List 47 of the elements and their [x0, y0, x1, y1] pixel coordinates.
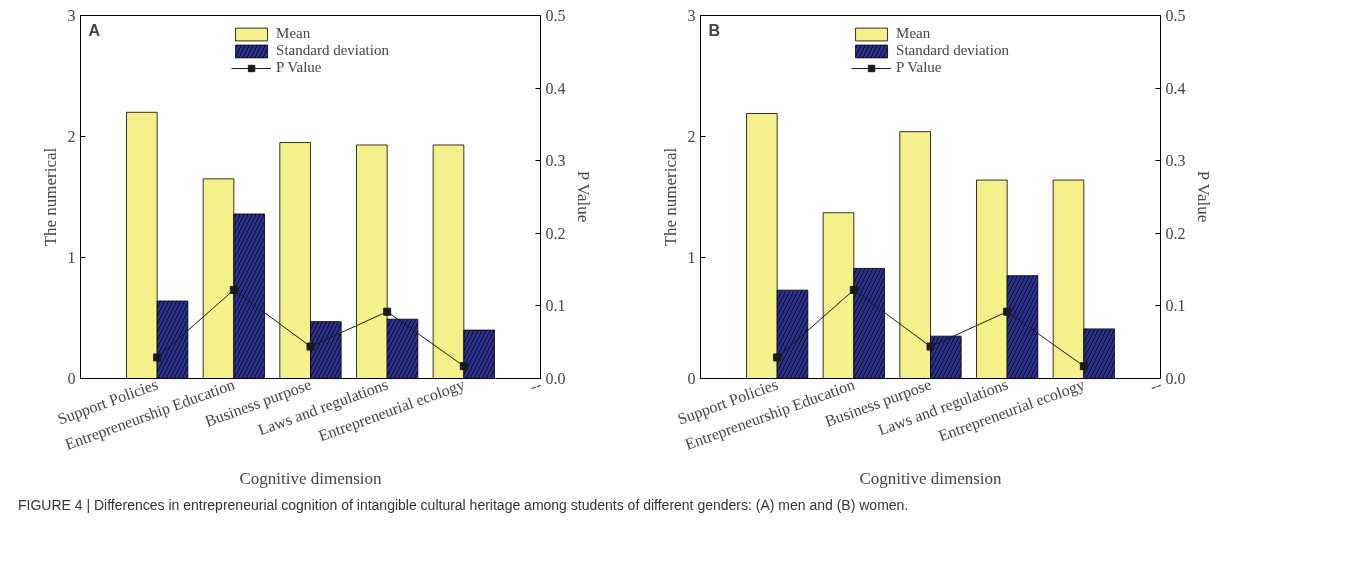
y-tick-label: 3 — [687, 7, 696, 24]
point — [153, 353, 162, 362]
y2-tick-label: 0.4 — [1165, 79, 1186, 97]
y2-axis-title: P Value — [1193, 170, 1213, 223]
x-axis-title: Cognitive dimension — [859, 468, 1003, 488]
y2-tick-label: 0.3 — [1165, 152, 1186, 170]
y2-tick-label: 0.0 — [1165, 370, 1186, 387]
annotation: A — [88, 21, 101, 39]
point — [459, 362, 468, 371]
point — [229, 285, 238, 294]
x-tick-label: -- — [527, 375, 544, 396]
y2-tick-label: 0.1 — [545, 297, 566, 315]
y2-tick-label: 0.3 — [545, 152, 566, 170]
legend-label: Standard deviation — [276, 42, 389, 59]
caption: FIGURE 4 | Differences in entrepreneurial cognition of intangible cultural heritage among students of different genders: (A) men and (B) women. — [18, 496, 909, 515]
y-tick-label: 0 — [67, 370, 76, 387]
y2-tick-label: 0.2 — [1165, 224, 1186, 242]
annotation: B — [708, 21, 721, 39]
y2-tick-label: 0.2 — [545, 224, 566, 242]
y-tick-label: 0 — [687, 370, 696, 387]
legend-label: Mean — [896, 25, 931, 42]
y-tick-label: 2 — [67, 128, 76, 145]
y-axis-title: The numerical — [40, 147, 60, 247]
y-axis-title: The numerical — [660, 147, 680, 247]
point — [849, 285, 858, 294]
legend-label: Mean — [276, 25, 311, 42]
point — [1079, 362, 1088, 371]
point — [306, 342, 315, 351]
point — [926, 342, 935, 351]
y2-axis-title: P Value — [573, 170, 593, 223]
point — [383, 307, 392, 316]
y2-tick-label: 0.1 — [1165, 297, 1186, 315]
legend-label: Standard deviation — [896, 42, 1009, 59]
y-tick-label: 2 — [687, 128, 696, 145]
y2-tick-label: 0.4 — [545, 79, 566, 97]
y-tick-label: 1 — [67, 249, 76, 266]
y2-tick-label: 0.5 — [545, 7, 566, 24]
x-tick-label: -- — [1147, 375, 1164, 396]
x-axis-title: Cognitive dimension — [239, 468, 383, 488]
point — [773, 353, 782, 362]
y2-tick-label: 0.5 — [1165, 7, 1186, 24]
y2-tick-label: 0.0 — [545, 370, 566, 387]
y-tick-label: 1 — [687, 249, 696, 266]
legend-label: P Value — [896, 59, 942, 76]
y-tick-label: 3 — [67, 7, 76, 24]
point — [1003, 307, 1012, 316]
legend-label: P Value — [276, 59, 322, 76]
